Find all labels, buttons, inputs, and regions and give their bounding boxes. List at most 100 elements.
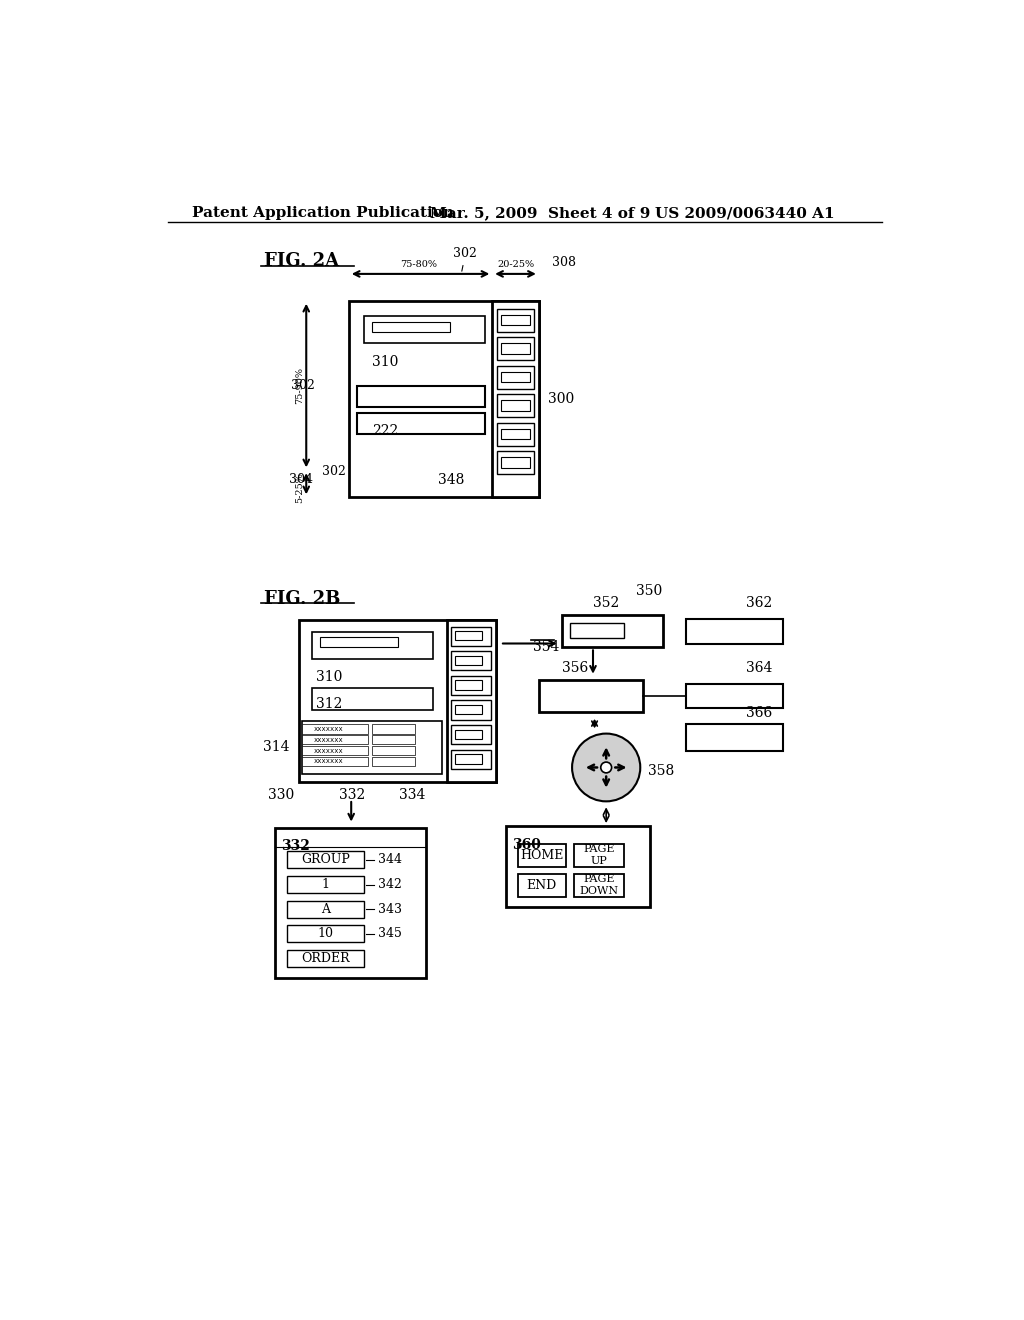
Bar [302,725,369,734]
Bar [562,615,663,647]
Bar [501,429,530,440]
Bar [365,317,484,343]
Bar [356,385,484,407]
Bar [455,656,482,665]
Bar [455,730,482,739]
Bar [497,366,535,388]
Text: 362: 362 [746,597,773,610]
Text: 302: 302 [291,379,314,392]
Bar [497,337,535,360]
Text: 312: 312 [315,697,342,711]
Text: 366: 366 [746,706,773,719]
Bar [686,725,783,751]
Text: 75-90%: 75-90% [295,367,304,404]
Bar [501,372,530,383]
Bar [275,829,426,978]
Bar [501,457,530,469]
Text: 10: 10 [317,927,334,940]
Bar [372,746,415,755]
Text: END: END [526,879,557,892]
Text: 356: 356 [562,661,588,675]
Bar [455,755,482,763]
Text: ORDER: ORDER [301,952,350,965]
Text: Patent Application Publication: Patent Application Publication [191,206,454,220]
Text: 345: 345 [378,927,401,940]
Bar [452,750,492,770]
Text: 304: 304 [289,473,313,486]
Text: 348: 348 [438,474,464,487]
Bar [497,309,535,331]
Text: xxxxxxx: xxxxxxx [314,737,344,743]
Text: FIG. 2B: FIG. 2B [263,590,340,607]
Bar [372,756,415,766]
Text: 314: 314 [263,741,289,755]
Text: 350: 350 [636,583,662,598]
Text: 330: 330 [268,788,295,803]
Bar [501,343,530,354]
Text: xxxxxxx: xxxxxxx [314,726,344,733]
Text: A: A [322,903,330,916]
Bar [573,843,624,867]
Text: US 2009/0063440 A1: US 2009/0063440 A1 [655,206,835,220]
Text: 302: 302 [454,247,477,271]
Text: 358: 358 [648,764,674,779]
Text: 308: 308 [552,256,575,269]
Bar [372,322,450,331]
Bar [455,705,482,714]
Text: PAGE
DOWN: PAGE DOWN [580,874,618,896]
Bar [372,725,415,734]
Text: 342: 342 [378,878,401,891]
Text: 364: 364 [746,661,773,675]
Text: HOME: HOME [520,849,563,862]
Text: FIG. 2A: FIG. 2A [263,252,339,271]
Text: 334: 334 [399,788,426,803]
Text: xxxxxxx: xxxxxxx [314,747,344,754]
Text: 75-80%: 75-80% [400,260,437,269]
Bar [497,395,535,417]
Bar [686,684,783,708]
Bar [302,721,442,775]
Bar [312,632,432,659]
Bar [452,676,492,696]
Text: 302: 302 [322,465,346,478]
Text: 5-25%: 5-25% [295,471,304,503]
Bar [539,680,643,711]
Bar [497,451,535,474]
Text: 310: 310 [372,355,398,368]
Bar [287,851,365,869]
Text: 1: 1 [322,878,330,891]
Bar [569,623,624,638]
Bar [287,950,365,966]
Circle shape [601,762,611,774]
Bar [287,900,365,917]
Bar [452,627,492,645]
Bar [302,735,369,744]
Bar [573,874,624,896]
Text: 300: 300 [548,392,574,405]
Bar [349,301,539,498]
Bar [455,681,482,689]
Text: Mar. 5, 2009  Sheet 4 of 9: Mar. 5, 2009 Sheet 4 of 9 [430,206,650,220]
Bar [506,826,649,907]
Bar [497,422,535,446]
Text: 360: 360 [512,838,542,853]
Bar [455,631,482,640]
Text: 343: 343 [378,903,401,916]
Circle shape [572,734,640,801]
Text: xxxxxxx: xxxxxxx [314,758,344,764]
Bar [302,756,369,766]
Bar [372,735,415,744]
Text: 332: 332 [339,788,365,803]
Bar [447,620,496,781]
Bar [299,620,496,781]
Text: 332: 332 [282,840,310,853]
Bar [501,400,530,411]
Bar [302,746,369,755]
Bar [312,688,432,710]
Bar [287,925,365,942]
Bar [356,413,484,434]
Bar [501,314,530,326]
Text: 20-25%: 20-25% [497,260,535,269]
Text: 344: 344 [378,853,401,866]
Bar [287,876,365,892]
